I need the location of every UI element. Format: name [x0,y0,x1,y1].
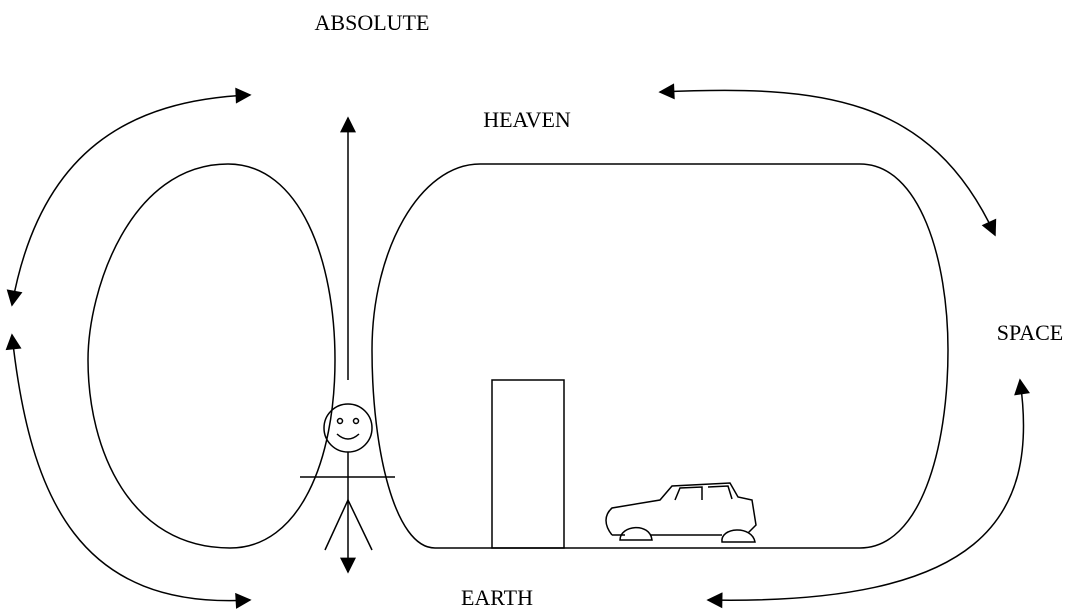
smile [337,434,359,439]
wheel [620,528,652,540]
label-heaven: HEAVEN [483,107,571,132]
eye [338,419,343,424]
label-earth: EARTH [461,585,533,610]
page: ABSOLUTE HEAVEN SPACE EARTH (() => { con… [0,0,1087,614]
curved-arrow [12,95,250,305]
eye [354,419,359,424]
curved-arrow [12,335,250,601]
door [492,380,564,548]
car-window [675,486,732,500]
curved-arrow [660,90,995,235]
label-space: SPACE [997,320,1063,345]
diagram: ABSOLUTE HEAVEN SPACE EARTH [0,0,1087,614]
head [324,404,372,452]
left-oval [88,164,335,548]
car [606,483,756,535]
curved-arrow [708,380,1024,600]
label-absolute: ABSOLUTE [315,10,430,35]
right-oval [372,164,948,548]
